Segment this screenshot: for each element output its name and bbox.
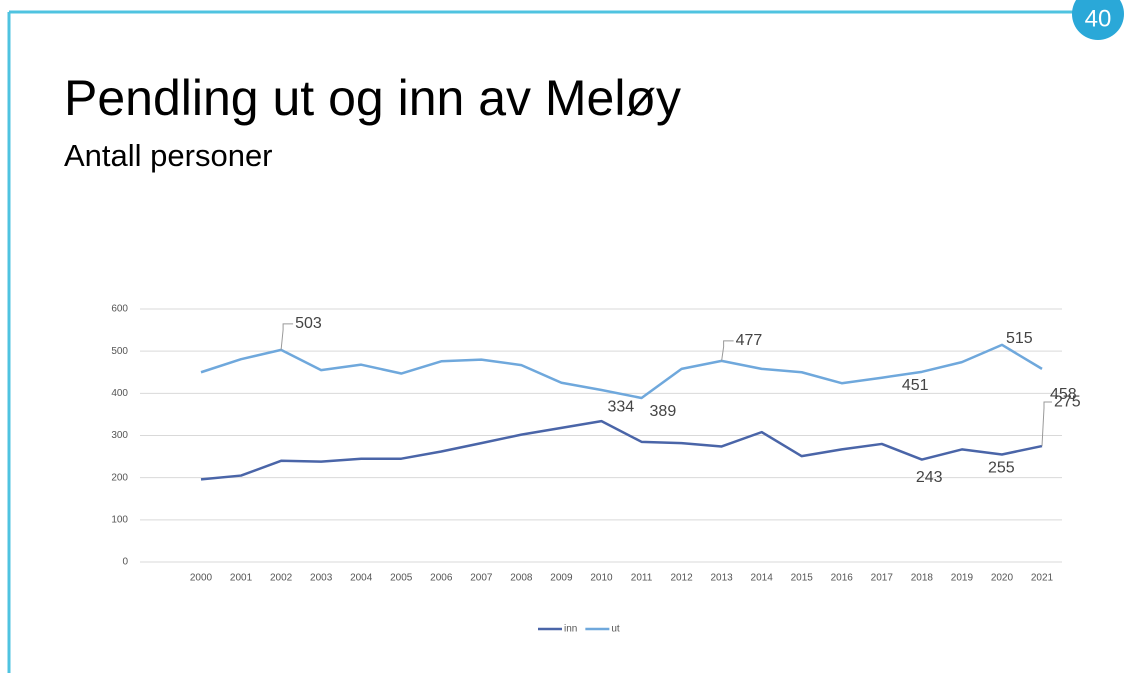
series-line [200, 343, 1043, 400]
x-tick-label: 2018 [911, 573, 934, 584]
y-tick-label: 0 [122, 557, 128, 568]
x-tick-label: 2002 [270, 573, 293, 584]
chart-title: Pendling ut og inn av Meløy [64, 70, 681, 126]
data-label: 243 [916, 469, 943, 486]
data-label: 389 [650, 403, 677, 420]
x-tick-label: 2001 [230, 573, 253, 584]
x-tick-label: 2007 [470, 573, 493, 584]
y-tick-label: 500 [111, 346, 128, 357]
x-tick-label: 2014 [751, 573, 774, 584]
page-badge [1072, 0, 1124, 40]
label-leader [280, 323, 294, 350]
y-tick-label: 200 [111, 472, 128, 483]
y-tick-label: 600 [111, 304, 128, 315]
y-tick-label: 100 [111, 514, 128, 525]
x-tick-label: 2021 [1031, 573, 1054, 584]
label-leader [721, 340, 734, 361]
x-tick-label: 2011 [631, 573, 653, 584]
data-label: 503 [295, 315, 322, 332]
x-tick-label: 2010 [590, 573, 613, 584]
legend-label: ut [611, 624, 620, 635]
data-label: 515 [1006, 330, 1033, 347]
label-leader [1041, 401, 1052, 447]
x-tick-label: 2008 [510, 573, 533, 584]
y-tick-label: 300 [111, 430, 128, 441]
legend-label: inn [564, 624, 577, 635]
data-label: 458 [1050, 386, 1077, 403]
data-label: 275 [1054, 393, 1081, 410]
x-tick-label: 2006 [430, 573, 453, 584]
series-line [200, 419, 1043, 481]
data-label: 451 [902, 377, 929, 394]
y-tick-label: 400 [111, 388, 128, 399]
data-label: 477 [736, 332, 763, 349]
x-tick-label: 2005 [390, 573, 413, 584]
data-label: 334 [607, 398, 634, 415]
chart-subtitle: Antall personer [64, 138, 273, 173]
x-tick-label: 2003 [310, 573, 333, 584]
data-label: 255 [988, 460, 1015, 477]
x-tick-label: 2009 [550, 573, 573, 584]
x-tick-label: 2004 [350, 573, 373, 584]
x-tick-label: 2019 [951, 573, 974, 584]
x-tick-label: 2017 [871, 573, 894, 584]
x-tick-label: 2013 [710, 573, 733, 584]
x-tick-label: 2012 [670, 573, 693, 584]
x-tick-label: 2015 [791, 573, 814, 584]
x-tick-label: 2020 [991, 573, 1014, 584]
x-tick-label: 2000 [190, 573, 213, 584]
page-number: 40 [1085, 5, 1112, 32]
x-tick-label: 2016 [831, 573, 854, 584]
